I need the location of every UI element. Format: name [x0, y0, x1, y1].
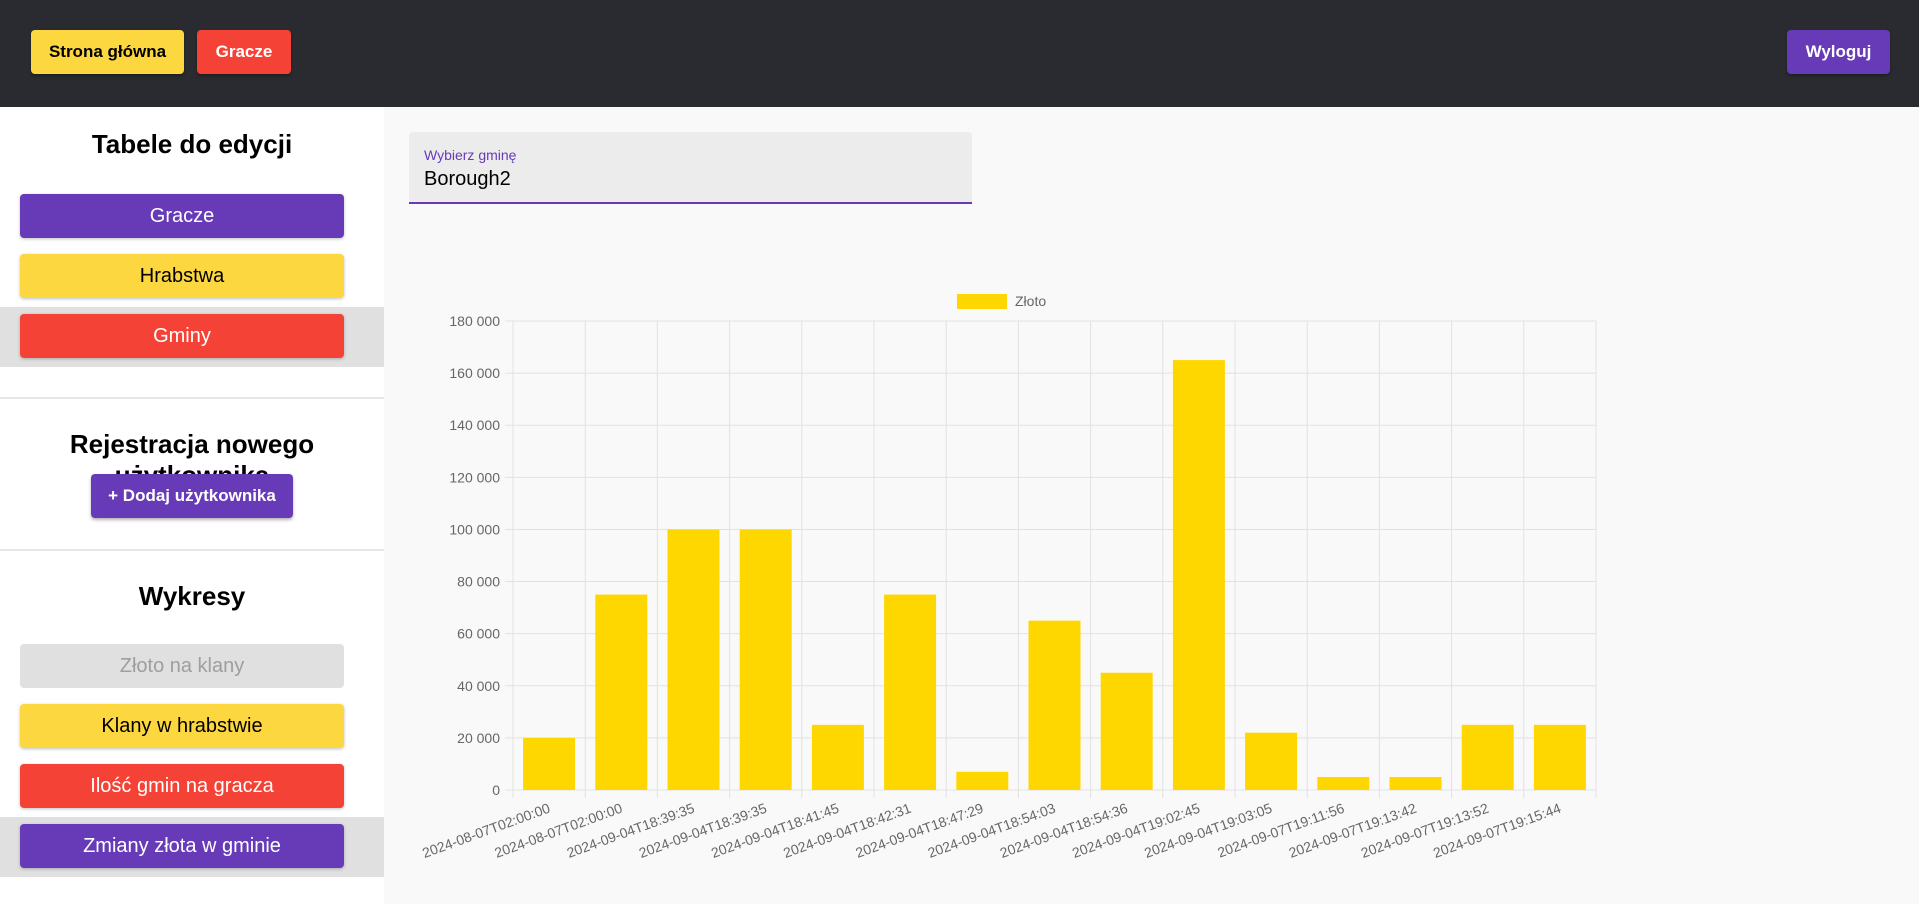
- chart-boroughs-per-player-button[interactable]: Ilość gmin na gracza: [20, 764, 344, 808]
- x-tick-label: 2024-09-07T19:11:56: [1215, 800, 1346, 861]
- chart-bar: [1028, 620, 1081, 790]
- players-button[interactable]: Gracze: [197, 30, 291, 74]
- x-tick-label: 2024-09-04T18:42:31: [781, 800, 913, 861]
- borough-select-value: Borough2: [424, 168, 511, 190]
- chart-gold-changes-button[interactable]: Zmiany złota w gminie: [20, 824, 344, 868]
- chart-bar: [1100, 672, 1153, 790]
- chart-bar: [1317, 776, 1370, 790]
- x-tick-label: 2024-09-04T19:03:05: [1142, 800, 1274, 861]
- sidebar-table-players[interactable]: Gracze: [20, 194, 344, 238]
- chart-bar: [1533, 724, 1586, 790]
- borough-select[interactable]: Wybierz gminę Borough2: [409, 132, 972, 204]
- y-tick-label: 100 000: [449, 521, 500, 537]
- x-tick-label: 2024-09-04T18:54:36: [998, 800, 1130, 861]
- y-tick-label: 20 000: [457, 730, 500, 746]
- y-tick-label: 160 000: [449, 365, 500, 381]
- tables-heading: Tabele do edycji: [91, 129, 293, 159]
- chart-clans-in-county-button[interactable]: Klany w hrabstwie: [20, 704, 344, 748]
- x-tick-label: 2024-09-07T19:15:44: [1431, 800, 1563, 861]
- borough-select-label: Wybierz gminę: [424, 147, 517, 163]
- chart-bar: [595, 594, 648, 790]
- top-navbar: Strona główna Gracze Wyloguj: [0, 0, 1919, 107]
- chart-bar: [523, 737, 576, 790]
- chart-axes: 0 20 000 40 000 60 000 80 000 100 000 120 000 1…: [420, 313, 1563, 861]
- y-tick-label: 140 000: [449, 417, 500, 433]
- chart-bar: [956, 771, 1009, 790]
- x-tick-label: 2024-09-04T19:02:45: [1070, 800, 1202, 861]
- chart-legend: Złoto: [957, 293, 1046, 309]
- chart-bar: [1389, 776, 1442, 790]
- sidebar: Tabele do edycji Gracze Hrabstwa Gminy R…: [0, 107, 384, 904]
- y-tick-label: 60 000: [457, 626, 500, 642]
- divider: [0, 397, 384, 399]
- legend-label: Złoto: [1015, 293, 1046, 309]
- x-tick-label: 2024-09-04T18:39:35: [565, 800, 697, 861]
- x-tick-label: 2024-09-04T18:54:03: [926, 800, 1058, 861]
- y-tick-label: 40 000: [457, 678, 500, 694]
- chart-bars: [523, 360, 1586, 790]
- chart-bar: [1172, 360, 1225, 790]
- chart-bar: [739, 529, 792, 790]
- sidebar-table-counties[interactable]: Hrabstwa: [20, 254, 344, 298]
- x-tick-label: 2024-09-07T19:13:52: [1359, 800, 1491, 861]
- chart-bar: [667, 529, 720, 790]
- legend-swatch: [957, 294, 1007, 309]
- x-tick-label: 2024-09-04T18:41:45: [709, 800, 841, 861]
- chart-bar: [884, 594, 937, 790]
- x-tick-label: 2024-08-07T02:00:00: [420, 800, 552, 861]
- x-tick-label: 2024-09-07T19:13:42: [1287, 800, 1419, 861]
- chart-bar: [1461, 724, 1514, 790]
- charts-heading: Wykresy: [138, 581, 246, 611]
- home-button[interactable]: Strona główna: [31, 30, 184, 74]
- x-tick-label: 2024-08-07T02:00:00: [492, 800, 624, 861]
- add-user-button[interactable]: + Dodaj użytkownika: [91, 474, 293, 518]
- chart-bar: [811, 724, 864, 790]
- x-tick-label: 2024-09-04T18:39:35: [637, 800, 769, 861]
- x-tick-label: 2024-09-04T18:47:29: [853, 800, 985, 861]
- y-tick-label: 120 000: [449, 469, 500, 485]
- divider: [0, 549, 384, 551]
- logout-button[interactable]: Wyloguj: [1787, 30, 1890, 74]
- y-tick-label: 180 000: [449, 313, 500, 329]
- chart-gold-per-clan-button[interactable]: Złoto na klany: [20, 644, 344, 688]
- chart-grid: [505, 320, 1597, 798]
- y-tick-label: 0: [492, 782, 500, 798]
- y-tick-label: 80 000: [457, 574, 500, 590]
- sidebar-table-boroughs[interactable]: Gminy: [20, 314, 344, 358]
- chart-bar: [1245, 732, 1298, 790]
